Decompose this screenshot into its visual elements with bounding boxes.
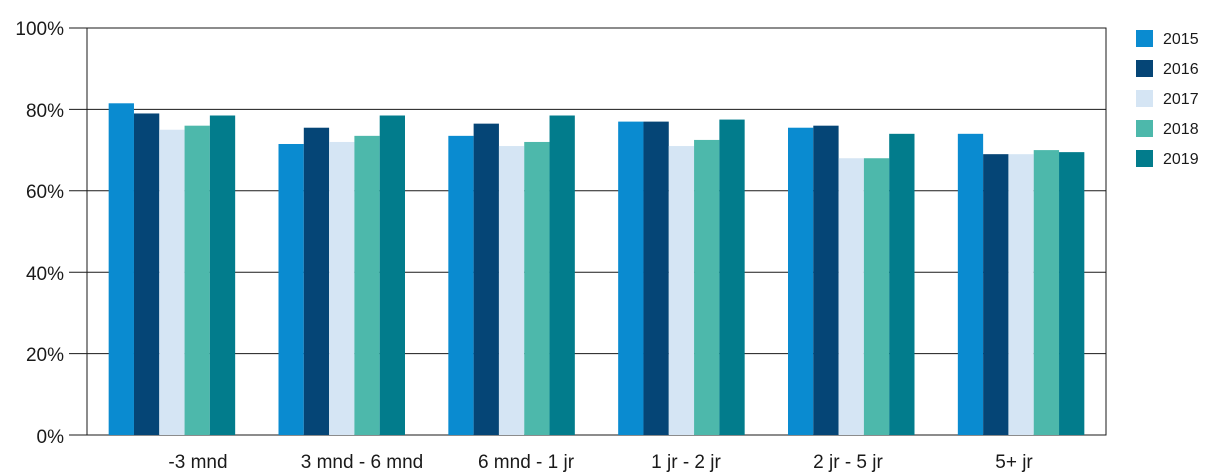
category-label-6: 5+ jr: [995, 452, 1033, 473]
y-axis-labels: 0% 20% 40% 60% 80% 100%: [15, 19, 64, 448]
bar-2017-cat-5: [838, 158, 864, 436]
legend-swatch-2019: [1136, 150, 1153, 167]
bar-2018-cat-1: [184, 125, 210, 436]
bar-2019-cat-4: [719, 119, 745, 435]
bar-2015-cat-5: [788, 127, 814, 435]
bar-2018-cat-3: [524, 141, 550, 435]
category-label-1: -3 mnd: [168, 452, 227, 473]
bar-2016-cat-6: [983, 154, 1009, 436]
category-label-5: 2 jr - 5 jr: [813, 452, 883, 473]
legend-label-2017: 2017: [1163, 91, 1199, 108]
category-label-3: 6 mnd - 1 jr: [478, 452, 575, 473]
bar-2016-cat-1: [133, 113, 160, 435]
bar-2016-cat-2: [303, 127, 330, 435]
legend: 2015 2016 2017 2018 2019: [1136, 30, 1199, 168]
bar-2017-cat-3: [498, 146, 525, 435]
bar-2018-cat-6: [1033, 150, 1060, 435]
bar-2018-cat-2: [354, 135, 380, 436]
bar-2015-cat-6: [957, 133, 984, 435]
legend-label-2019: 2019: [1163, 151, 1199, 168]
bar-2019-cat-1: [209, 115, 236, 435]
y-tick-label-0: 0%: [37, 427, 65, 448]
bar-2017-cat-1: [159, 129, 185, 435]
bar-2018-cat-4: [694, 139, 720, 436]
bar-2016-cat-4: [643, 121, 669, 436]
legend-swatch-2015: [1136, 30, 1153, 47]
y-tick-label-80: 80%: [26, 101, 64, 122]
bars: [108, 103, 1085, 436]
legend-swatch-2017: [1136, 90, 1153, 107]
bar-2015-cat-4: [618, 121, 644, 436]
legend-label-2015: 2015: [1163, 31, 1199, 48]
legend-swatch-2018: [1136, 120, 1153, 137]
bar-2018-cat-5: [863, 158, 890, 436]
bar-2019-cat-3: [549, 115, 575, 435]
legend-label-2018: 2018: [1163, 121, 1199, 138]
bar-2017-cat-2: [329, 141, 355, 435]
category-label-4: 1 jr - 2 jr: [651, 452, 721, 473]
y-tick-label-100: 100%: [15, 19, 64, 40]
bar-2015-cat-2: [278, 143, 304, 435]
bar-2017-cat-4: [668, 146, 695, 435]
category-label-2: 3 mnd - 6 mnd: [301, 452, 424, 473]
bar-2015-cat-3: [448, 135, 474, 436]
plot-frame: [86, 27, 1107, 436]
bar-2016-cat-3: [473, 123, 499, 436]
bar-2019-cat-6: [1059, 152, 1085, 435]
gridlines: [69, 27, 1107, 436]
bar-2015-cat-1: [108, 103, 134, 436]
x-axis-labels: -3 mnd 3 mnd - 6 mnd 6 mnd - 1 jr 1 jr -…: [168, 452, 1033, 473]
legend-swatch-2016: [1136, 60, 1153, 77]
y-tick-label-20: 20%: [26, 345, 64, 366]
bar-2017-cat-6: [1008, 154, 1034, 436]
y-tick-label-60: 60%: [26, 182, 64, 203]
y-tick-label-40: 40%: [26, 264, 64, 285]
bar-2019-cat-2: [379, 115, 405, 435]
legend-label-2016: 2016: [1163, 61, 1199, 78]
bar-2016-cat-5: [813, 125, 839, 436]
bar-2019-cat-5: [889, 133, 915, 435]
